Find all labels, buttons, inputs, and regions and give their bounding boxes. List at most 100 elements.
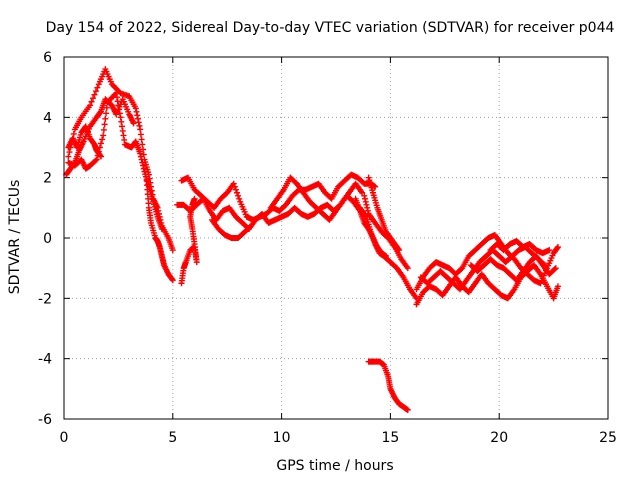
data-point (359, 189, 366, 196)
data-point (364, 204, 371, 211)
data-point (169, 277, 176, 284)
data-point (383, 253, 390, 260)
data-point (119, 127, 126, 134)
y-tick-label: 6 (43, 50, 52, 66)
data-point (551, 266, 558, 273)
data-point (120, 132, 127, 139)
data-point (103, 110, 110, 117)
data-point (139, 159, 146, 166)
data-point (66, 149, 73, 156)
data-point (140, 162, 147, 169)
data-point (70, 130, 77, 137)
data-point (137, 153, 144, 160)
data-point (97, 152, 104, 159)
data-point (236, 195, 243, 202)
data-point (97, 109, 104, 116)
data-point (132, 105, 139, 112)
data-point (247, 223, 254, 230)
data-point (364, 207, 371, 214)
data-point (191, 195, 198, 202)
data-point (248, 222, 255, 229)
data-point (65, 153, 72, 160)
data-point (134, 112, 141, 119)
y-tick-label: 2 (43, 171, 52, 187)
x-tick-label: 10 (273, 430, 291, 446)
data-point (113, 94, 120, 101)
grid (64, 57, 608, 419)
y-axis-label: SDTVAR / TECUs (7, 180, 23, 295)
data-point (113, 90, 120, 97)
data-point (362, 195, 369, 202)
data-point (230, 180, 237, 187)
plot-frame (63, 56, 609, 420)
data-point (100, 126, 107, 133)
data-point (87, 102, 94, 109)
data-point (158, 225, 165, 232)
data-point (554, 283, 561, 290)
data-point (232, 186, 239, 193)
data-point (395, 246, 402, 253)
data-point (363, 201, 370, 208)
data-point (91, 91, 98, 98)
x-tick-label: 20 (490, 430, 508, 446)
data-point (97, 140, 104, 147)
data-point (137, 131, 144, 138)
data-point (138, 156, 145, 163)
x-tick-label: 15 (381, 430, 399, 446)
x-axis-label: GPS time / hours (276, 458, 393, 474)
data-point (99, 136, 106, 143)
data-point (233, 189, 240, 196)
data-point (102, 115, 109, 122)
x-tick-label: 5 (168, 430, 177, 446)
data-point (92, 157, 99, 164)
data-point (135, 119, 142, 126)
y-tick-label: 0 (43, 231, 52, 247)
data-point (404, 406, 411, 413)
data-point (361, 192, 368, 199)
x-tick-label: 25 (599, 430, 617, 446)
data-point (138, 136, 145, 143)
data-point (546, 247, 553, 254)
data-point (139, 141, 146, 148)
data-points (63, 66, 561, 413)
data-point (94, 84, 101, 91)
data-point (100, 132, 107, 139)
y-tick-label: -2 (38, 291, 52, 307)
data-point (372, 183, 379, 190)
axis-ticks: 0 5 10 15 20 25 -6 -4 -2 0 2 4 6 (38, 50, 617, 446)
data-point (554, 244, 561, 251)
data-point (121, 136, 128, 143)
data-point (133, 108, 140, 115)
data-point (130, 120, 137, 127)
data-point (117, 114, 124, 121)
data-point (134, 115, 141, 122)
data-point (101, 121, 108, 128)
y-tick-label: 4 (43, 110, 52, 126)
data-point (92, 88, 99, 95)
data-point (88, 98, 95, 105)
data-point (136, 122, 143, 129)
data-point (169, 247, 176, 254)
data-point (140, 165, 147, 172)
chart-title: Day 154 of 2022, Sidereal Day-to-day VTE… (46, 20, 615, 36)
data-point (137, 126, 144, 133)
data-point (235, 192, 242, 199)
data-point (97, 153, 104, 160)
data-point (71, 160, 78, 167)
y-tick-label: -4 (38, 352, 52, 368)
data-point (90, 95, 97, 102)
y-tick-label: -6 (38, 412, 52, 428)
data-point (552, 265, 559, 272)
data-point (119, 123, 126, 130)
data-point (362, 198, 369, 205)
x-tick-label: 0 (60, 430, 69, 446)
data-point (93, 156, 100, 163)
data-point (231, 183, 238, 190)
data-point (404, 265, 411, 272)
data-point (169, 276, 176, 283)
data-point (118, 118, 125, 125)
data-point (554, 245, 561, 252)
data-point (396, 247, 403, 254)
data-point (137, 150, 144, 157)
